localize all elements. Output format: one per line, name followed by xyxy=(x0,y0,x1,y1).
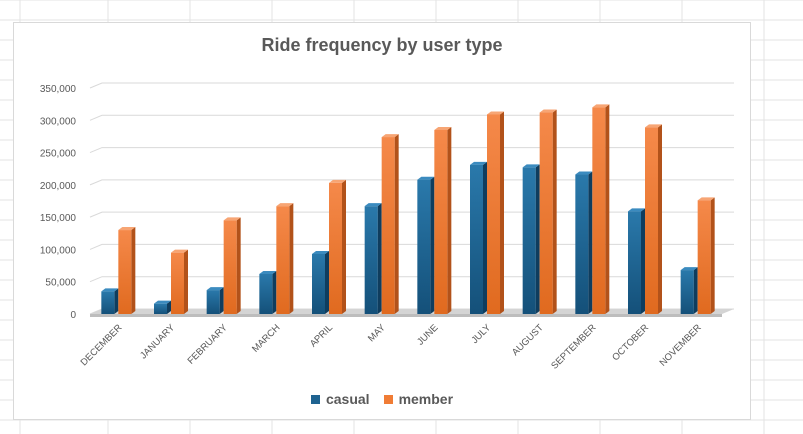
chart-legend: casual member xyxy=(14,391,750,407)
x-tick-label: JANUARY xyxy=(138,322,177,361)
bar-casual xyxy=(470,161,487,314)
legend-swatch-member xyxy=(383,394,393,404)
bar-casual xyxy=(154,300,171,314)
y-tick-label: 150,000 xyxy=(40,213,77,224)
bar-member xyxy=(381,134,399,314)
x-tick-label: DECEMBER xyxy=(79,322,125,368)
x-tick-label: NOVEMBER xyxy=(658,322,704,368)
bar-member xyxy=(171,249,188,314)
x-tick-label: MAY xyxy=(366,322,388,344)
y-tick-label: 0 xyxy=(70,310,76,321)
legend-label-member: member xyxy=(398,391,454,407)
bar-casual xyxy=(206,287,224,314)
bar-casual xyxy=(312,250,329,314)
gridline xyxy=(89,179,734,186)
bar-casual xyxy=(680,267,698,314)
bar-member xyxy=(223,217,241,314)
bar-member xyxy=(329,179,346,314)
gridline xyxy=(89,114,734,121)
chart-title: Ride frequency by user type xyxy=(261,35,503,55)
y-tick-label: 100,000 xyxy=(40,245,77,256)
y-tick-label: 350,000 xyxy=(40,84,77,95)
chart-area[interactable]: Ride frequency by user type 350,000 300,0… xyxy=(13,22,751,420)
bar-member xyxy=(276,203,294,314)
x-tick-label: MARCH xyxy=(250,322,283,355)
gridline xyxy=(89,82,734,89)
bar-casual xyxy=(259,270,277,314)
y-tick-label: 300,000 xyxy=(40,116,77,127)
bar-casual xyxy=(417,176,435,314)
x-tick-label: SEPTEMBER xyxy=(549,322,598,371)
bar-member xyxy=(539,109,557,314)
x-tick-label: AUGUST xyxy=(510,322,546,358)
bar-member xyxy=(697,197,715,314)
legend-swatch-casual xyxy=(310,394,320,404)
bar-casual xyxy=(364,203,382,314)
bar-casual xyxy=(522,164,540,314)
legend-item-casual: casual xyxy=(310,391,370,407)
y-tick-label: 250,000 xyxy=(40,149,77,160)
chart-plot: 350,000 300,000 250,000 200,000 150,000 100,0… xyxy=(40,82,734,372)
bar-casual xyxy=(628,208,645,314)
y-tick-label: 200,000 xyxy=(40,181,77,192)
chart-floor-edge xyxy=(90,314,722,317)
bar-member xyxy=(434,126,452,314)
bar-member xyxy=(592,104,610,314)
x-tick-label: JUNE xyxy=(415,322,440,347)
gridline xyxy=(89,147,734,154)
x-tick-label: OCTOBER xyxy=(610,322,651,363)
bar-member xyxy=(487,111,504,314)
x-tick-label: FEBRUARY xyxy=(186,322,231,367)
chart-floor xyxy=(90,309,734,314)
bar-casual xyxy=(101,288,119,314)
legend-label-casual: casual xyxy=(325,391,370,407)
y-tick-label: 50,000 xyxy=(45,278,76,289)
legend-item-member: member xyxy=(383,391,454,407)
bar-casual xyxy=(575,171,593,314)
bar-member xyxy=(118,227,136,314)
bar-member xyxy=(645,124,662,314)
x-tick-label: JULY xyxy=(469,322,493,346)
x-tick-label: APRIL xyxy=(308,322,335,349)
